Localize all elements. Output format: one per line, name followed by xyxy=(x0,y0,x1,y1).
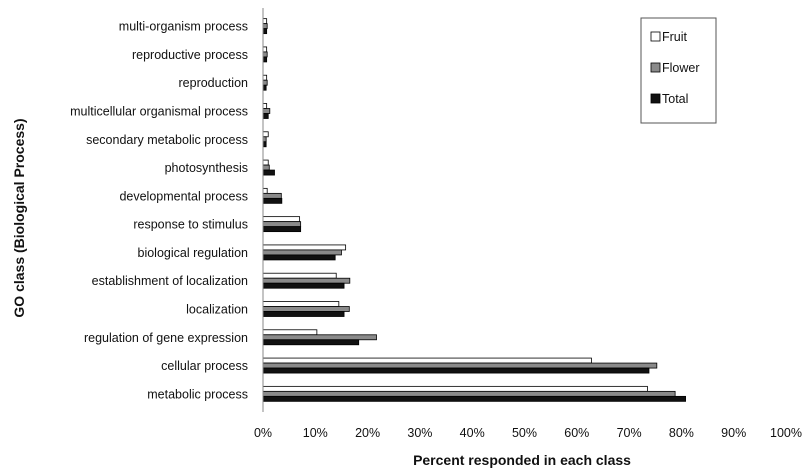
category-label: multicellular organismal process xyxy=(70,105,248,119)
legend-swatch-flower xyxy=(650,62,661,73)
bars-group xyxy=(262,18,686,402)
bar-total-multicellular-organismal-process xyxy=(262,113,269,119)
x-tick-labels: 0% 10% 20% 30% 40% 50% 60% 70% 80% 90% 100% xyxy=(254,426,802,440)
bar-total-reproductive-process xyxy=(262,56,268,63)
category-label: metabolic process xyxy=(147,387,248,401)
legend-swatch-fruit xyxy=(650,31,661,42)
x-tick-label: 30% xyxy=(407,426,432,440)
category-label: reproductive process xyxy=(132,48,248,62)
bar-flower-developmental-process xyxy=(262,192,282,199)
bar-flower-multicellular-organismal-process xyxy=(262,108,271,114)
y-axis-title: GO class (Biological Process) xyxy=(11,118,27,317)
bar-total-cellular-process xyxy=(262,367,650,374)
bar-total-regulation-of-gene-expression xyxy=(262,339,360,346)
legend-label-fruit: Fruit xyxy=(662,30,688,44)
bar-flower-biological-regulation xyxy=(262,249,342,256)
category-label: establishment of localization xyxy=(92,274,248,288)
bar-total-metabolic-process xyxy=(262,395,686,402)
category-label: reproduction xyxy=(179,76,249,90)
category-label: biological regulation xyxy=(138,246,249,260)
category-label: cellular process xyxy=(161,359,248,373)
x-tick-label: 100% xyxy=(770,426,802,440)
bar-fruit-photosynthesis xyxy=(262,159,269,166)
bar-flower-establishment-of-localization xyxy=(262,277,351,284)
bar-flower-photosynthesis xyxy=(262,164,270,171)
bar-total-multi-organism-process xyxy=(262,28,268,35)
category-label: photosynthesis xyxy=(165,161,248,175)
bar-fruit-localization xyxy=(262,301,340,307)
bar-fruit-cellular-process xyxy=(262,357,592,364)
bar-fruit-metabolic-process xyxy=(262,385,648,392)
category-labels: metabolic process cellular process regulat… xyxy=(70,20,248,402)
bar-flower-response-to-stimulus xyxy=(262,221,302,228)
bar-fruit-developmental-process xyxy=(262,187,268,194)
bar-fruit-multi-organism-process xyxy=(262,18,268,25)
bar-total-biological-regulation xyxy=(262,254,336,261)
category-label: localization xyxy=(186,303,248,317)
x-axis-title: Percent responded in each class xyxy=(413,452,631,468)
bar-fruit-reproduction xyxy=(262,74,268,81)
x-tick-label: 70% xyxy=(617,426,642,440)
legend: Fruit Flower Total xyxy=(640,17,717,124)
bar-flower-localization xyxy=(262,306,350,312)
legend-swatch-total xyxy=(650,93,661,104)
bar-fruit-biological-regulation xyxy=(262,244,347,251)
category-label: secondary metabolic process xyxy=(86,133,248,147)
x-tick-label: 10% xyxy=(303,426,328,440)
bar-fruit-reproductive-process xyxy=(262,46,268,53)
bar-fruit-multicellular-organismal-process xyxy=(262,103,268,109)
bar-fruit-secondary-metabolic-process xyxy=(262,131,269,138)
x-tick-label: 80% xyxy=(669,426,694,440)
bar-total-photosynthesis xyxy=(262,169,275,176)
category-label: response to stimulus xyxy=(133,218,248,232)
bar-flower-regulation-of-gene-expression xyxy=(262,334,377,341)
bar-total-establishment-of-localization xyxy=(262,282,345,289)
bar-flower-metabolic-process xyxy=(262,390,676,397)
bar-total-localization xyxy=(262,311,345,317)
x-tick-label: 50% xyxy=(512,426,537,440)
bar-fruit-response-to-stimulus xyxy=(262,216,301,223)
x-tick-label: 20% xyxy=(355,426,380,440)
x-tick-label: 40% xyxy=(460,426,485,440)
x-tick-label: 90% xyxy=(721,426,746,440)
category-label: multi-organism process xyxy=(119,20,248,34)
legend-label-total: Total xyxy=(662,92,688,106)
bar-flower-reproductive-process xyxy=(262,51,268,58)
bar-fruit-regulation-of-gene-expression xyxy=(262,329,318,336)
x-tick-label: 0% xyxy=(254,426,272,440)
bar-flower-reproduction xyxy=(262,79,268,86)
x-tick-label: 60% xyxy=(564,426,589,440)
bar-total-developmental-process xyxy=(262,197,283,204)
bar-flower-cellular-process xyxy=(262,362,658,369)
bar-flower-multi-organism-process xyxy=(262,23,268,30)
legend-label-flower: Flower xyxy=(662,61,700,75)
category-label: developmental process xyxy=(119,189,248,203)
bar-total-response-to-stimulus xyxy=(262,226,302,233)
bar-fruit-establishment-of-localization xyxy=(262,272,337,279)
category-label: regulation of gene expression xyxy=(84,331,248,345)
